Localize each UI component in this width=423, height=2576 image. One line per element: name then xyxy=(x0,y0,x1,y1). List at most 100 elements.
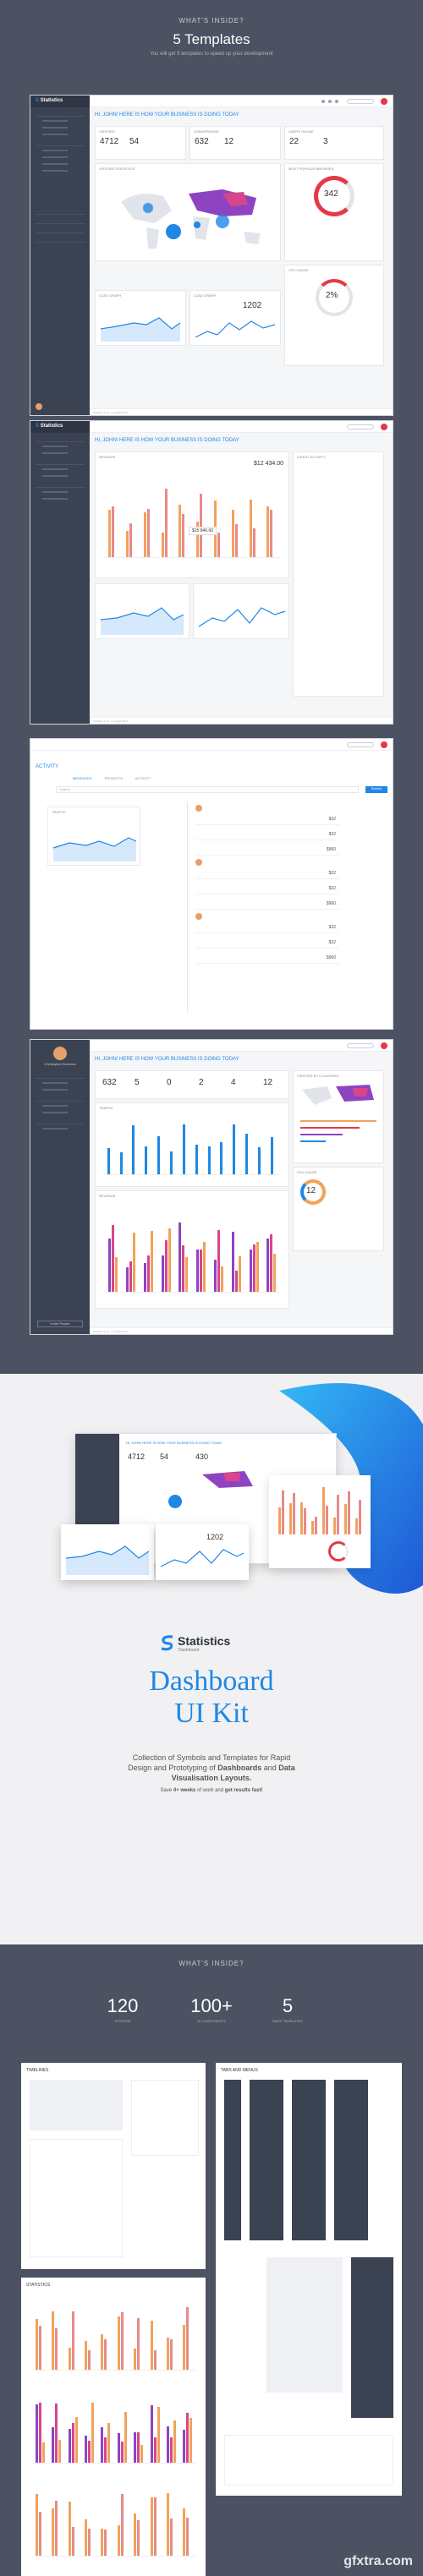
chart-bar xyxy=(134,2513,137,2556)
chart-bar xyxy=(134,2348,137,2370)
sidebar-subitem[interactable] xyxy=(42,1110,85,1115)
revenue-card: REVENUE $12 434.00 $15 840.00 xyxy=(95,451,289,578)
chart-bar xyxy=(238,1256,241,1292)
sidebar-subitem[interactable] xyxy=(42,473,85,479)
sidebar-subitem[interactable] xyxy=(42,1087,85,1092)
dashboard-template-2: S Statistics HI, JOHN! HERE IS HOW YOUR … xyxy=(30,420,393,725)
chart-bar xyxy=(196,521,200,557)
chart-bar xyxy=(258,1146,261,1174)
timeline-item[interactable]: $960 xyxy=(195,840,339,856)
chart-bar xyxy=(161,533,164,557)
bell-icon[interactable] xyxy=(335,100,338,103)
invite-button[interactable]: Invite People xyxy=(37,1321,83,1327)
bar-chart xyxy=(31,2396,195,2464)
timeline-item[interactable]: $32 xyxy=(195,879,339,894)
sidebar-item[interactable] xyxy=(36,216,85,224)
sidebar-subitem[interactable] xyxy=(42,1080,85,1086)
timeline-item[interactable]: $960 xyxy=(195,949,339,964)
timeline-item[interactable]: $32 xyxy=(195,910,339,933)
sidebar-item[interactable] xyxy=(36,226,85,233)
chart-bar xyxy=(146,509,150,557)
traffic-card: TRAFFIC xyxy=(47,807,140,866)
notification-badge[interactable] xyxy=(381,741,387,748)
chart-bar xyxy=(38,2511,41,2556)
user-menu[interactable] xyxy=(347,424,374,429)
chart-bar xyxy=(322,1486,326,1534)
sidebar-subitem[interactable] xyxy=(42,489,85,495)
hero-section: HI, JOHN! HERE IS HOW YOUR BUSINESS IS D… xyxy=(0,1374,423,1944)
sidebar-subitem[interactable] xyxy=(42,1126,85,1131)
sidebar-subitem[interactable] xyxy=(42,1103,85,1108)
tab-projects[interactable]: PROJECTS xyxy=(104,776,123,780)
avatar[interactable] xyxy=(36,403,42,410)
notification-badge[interactable] xyxy=(381,1042,387,1049)
chart-bar xyxy=(170,2519,173,2556)
sidebar-subitem[interactable] xyxy=(42,168,85,173)
cpu-card: CPU USAGE 12 xyxy=(293,1167,384,1251)
notification-badge[interactable] xyxy=(381,424,387,430)
sidebar-item[interactable] xyxy=(36,457,85,465)
stat-card: VISITORS 4712 54 xyxy=(95,126,186,160)
card-title: STATISTICS xyxy=(26,2283,51,2288)
tab-activity[interactable]: ACTIVITY xyxy=(135,776,151,780)
stat-templates: 5 PAGE TEMPLATES xyxy=(258,1995,317,2023)
sidebar-subitem[interactable] xyxy=(42,451,85,456)
sidebar-item[interactable] xyxy=(36,207,85,215)
mail-icon[interactable] xyxy=(328,100,332,103)
sidebar-item[interactable] xyxy=(36,139,85,146)
chart-bar xyxy=(35,2318,38,2370)
timeline-item[interactable]: $32 xyxy=(195,825,339,840)
tab-messages[interactable]: MESSAGES xyxy=(73,776,92,780)
timeline-item[interactable]: $32 xyxy=(195,933,339,949)
timeline-item[interactable]: $32 xyxy=(195,856,339,879)
chart-bar xyxy=(146,1255,150,1292)
chart-bar xyxy=(55,2500,58,2556)
chart-bar xyxy=(150,2497,153,2556)
chart-bar xyxy=(179,504,182,557)
sidebar-item[interactable] xyxy=(36,235,85,243)
avatar[interactable] xyxy=(53,1047,67,1060)
sidebar-subitem[interactable] xyxy=(42,125,85,130)
hero-title-line: Dashboard xyxy=(149,1665,274,1697)
sidebar-subitem[interactable] xyxy=(42,161,85,167)
timeline-item[interactable]: $32 xyxy=(195,801,339,825)
chart-bar xyxy=(88,2440,91,2463)
user-menu[interactable] xyxy=(347,742,374,747)
sidebar-item[interactable] xyxy=(36,1071,85,1079)
sidebar-subitem[interactable] xyxy=(42,496,85,501)
chart-bar xyxy=(58,2439,62,2463)
timeline-item[interactable]: $960 xyxy=(195,894,339,910)
chart-bar xyxy=(126,1267,129,1292)
sidebar-subitem[interactable] xyxy=(42,155,85,160)
stat-value: 22 xyxy=(289,137,299,146)
sidebar-subitem[interactable] xyxy=(42,132,85,137)
cpu-gauge xyxy=(316,279,353,316)
chart-bar xyxy=(120,2441,124,2463)
notification-badge[interactable] xyxy=(381,98,387,105)
decorative-wave xyxy=(279,1383,423,1594)
chart-bar xyxy=(68,2428,71,2463)
chart-bar xyxy=(153,2349,157,2370)
sidebar-subitem[interactable] xyxy=(42,148,85,153)
sidebar-item[interactable] xyxy=(36,435,85,442)
revenue-card: REVENUE xyxy=(95,1190,289,1309)
sidebar-item[interactable] xyxy=(36,1094,85,1102)
brand-name: Statistics xyxy=(178,1634,231,1648)
sidebar-subitem[interactable] xyxy=(42,118,85,123)
line-card xyxy=(95,583,190,639)
search-input[interactable]: Search xyxy=(56,786,359,793)
sidebar-item[interactable] xyxy=(36,109,85,117)
chart-bar xyxy=(270,1233,273,1292)
top-bar xyxy=(90,96,393,107)
sidebar-item[interactable] xyxy=(36,480,85,488)
tabs-menus-preview: TABS AND MENUS xyxy=(216,2063,402,2496)
sidebar-item[interactable] xyxy=(36,1117,85,1124)
sidebar-subitem[interactable] xyxy=(42,467,85,472)
bar-chart xyxy=(104,1120,280,1175)
search-button[interactable]: Search xyxy=(365,786,387,793)
user-menu[interactable] xyxy=(347,99,374,104)
greeting: HI, JOHN! HERE IS HOW YOUR BUSINESS IS D… xyxy=(95,438,239,443)
search-icon[interactable] xyxy=(321,100,325,103)
user-menu[interactable] xyxy=(347,1043,374,1048)
sidebar-subitem[interactable] xyxy=(42,444,85,449)
